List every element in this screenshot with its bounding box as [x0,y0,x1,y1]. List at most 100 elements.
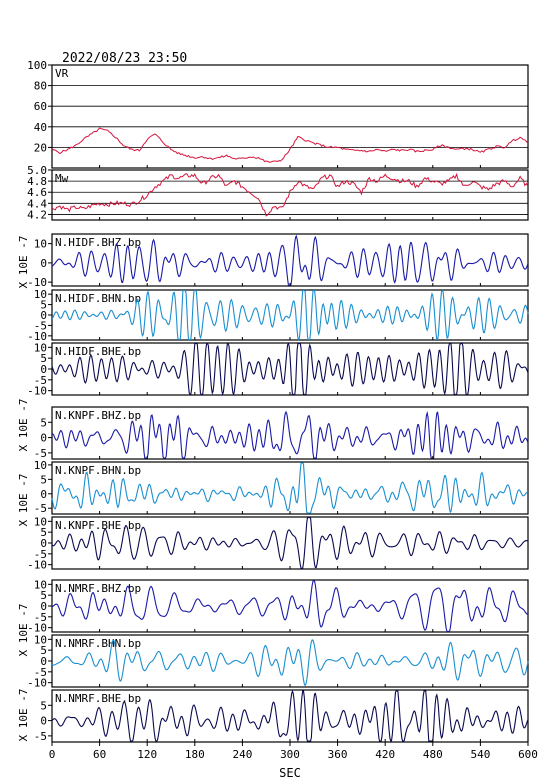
y-tick-label: 80 [34,80,47,93]
x-tick-label: 600 [518,748,538,761]
waveform-line [51,579,529,632]
panel-frame [51,64,529,169]
panel-label: N.HIDF.BHE.bp [55,345,141,358]
y-tick-label: -5 [34,319,47,332]
y-tick-label: 0 [40,363,47,376]
series-line [51,172,529,217]
y-tick-label: -10 [27,276,47,289]
panel-label: N.HIDF.BHN.bp [55,292,141,305]
y-tick-label: -5 [34,502,47,515]
y-tick-label: 5 [40,589,47,602]
y-tick-label: 5 [40,699,47,712]
series-line [51,127,529,163]
x-tick-label: 300 [280,748,300,761]
y-tick-label: 10 [34,341,47,354]
y-tick-label: 0 [40,537,47,550]
y-tick-label: 0 [40,715,47,728]
panel-label: N.NMRF.BHN.bp [55,637,141,650]
y-tick-label: 10 [34,578,47,591]
panel-label: N.NMRF.BHZ.bp [55,582,141,595]
y-axis-unit-labels: X 10E -7 X 10E -7 X 10E -7 X 10E -7 X 10E -7 [17,236,30,742]
y-tick-label: 5 [40,416,47,429]
x-tick-label: 60 [93,748,106,761]
y-tick-label: 10 [34,633,47,646]
x-tick-label: 120 [137,748,157,761]
y-tick-label: 0 [40,257,47,270]
y-tick-label: 0 [40,432,47,445]
y-tick-label: 4.4 [27,197,47,210]
y-tick-label: -10 [27,622,47,635]
x-axis: 0 60 120 180 240 300 360 420 480 540 600 [49,742,538,761]
y-tick-label: 4.2 [27,208,47,221]
waveform-line [51,639,529,687]
panel-n-hidf-bhz-bp: -10 0 10 N.HIDF.BHZ.bp [27,233,529,289]
panel-label: N.KNPF.BHZ.bp [55,409,141,422]
panel-mw: 4.24.44.64.85.0 Mw [27,164,529,221]
x-tick-label: 0 [49,748,56,761]
y-tick-label: 5 [40,526,47,539]
panel-frame [51,169,529,221]
y-tick-label: 5.0 [27,164,47,177]
y-tick-label: -10 [27,677,47,690]
x-axis-label: SEC [279,766,301,780]
panel-n-knpf-bhz-bp: -5 0 5 N.KNPF.BHZ.bp [34,406,529,460]
y-tick-label: 5 [40,644,47,657]
y-tick-label: 60 [34,100,47,113]
x-tick-label: 540 [470,748,490,761]
panel-label: N.KNPF.BHE.bp [55,519,141,532]
x-tick-label: 240 [232,748,252,761]
y-axis-unit-label: X 10E -7 [17,604,30,657]
y-tick-label: 0 [40,600,47,613]
y-tick-label: 5 [40,473,47,486]
y-tick-label: -5 [34,447,47,460]
x-tick-label: 360 [328,748,348,761]
y-tick-label: 10 [34,288,47,301]
y-tick-label: -5 [34,730,47,743]
y-tick-label: 40 [34,121,47,134]
y-tick-label: 20 [34,141,47,154]
panel-label: N.NMRF.BHE.bp [55,692,141,705]
y-axis-unit-label: X 10E -7 [17,689,30,742]
y-tick-label: 0 [40,488,47,501]
y-tick-label: -10 [27,559,47,572]
y-axis-unit-label: X 10E -7 [17,399,30,452]
y-tick-label: 100 [27,59,47,72]
y-tick-label: -5 [34,374,47,387]
y-tick-label: -10 [27,385,47,398]
y-tick-label: 10 [34,238,47,251]
waveform-line [51,517,529,569]
figure-title: 2022/08/23 23:50 [62,51,187,66]
y-tick-label: 5 [40,352,47,365]
y-tick-label: -10 [27,330,47,343]
panel-n-nmrf-bhe-bp: -5 0 5 N.NMRF.BHE.bp [34,689,529,743]
y-tick-label: 0 [40,309,47,322]
y-tick-label: 10 [34,459,47,472]
panel-label: Mw [55,172,69,185]
panel-label: VR [55,67,69,80]
x-tick-label: 180 [185,748,205,761]
waveform-line [51,689,529,743]
y-axis-unit-label: X 10E -7 [17,236,30,289]
waveform-line [51,289,529,341]
waveform-line [51,462,529,514]
y-tick-label: 5 [40,299,47,312]
y-tick-label: -5 [34,611,47,624]
panel-n-knpf-bhn-bp: -50 510 N.KNPF.BHN.bp [34,459,529,515]
panel-label: N.HIDF.BHZ.bp [55,236,141,249]
x-tick-label: 420 [375,748,395,761]
x-tick-label: 480 [423,748,443,761]
y-tick-label: 4.8 [27,175,47,188]
waveform-line [51,410,529,459]
y-tick-label: 4.6 [27,186,47,199]
panel-vr: 20 40 60 80 100 VR [27,59,529,169]
y-tick-label: 10 [34,515,47,528]
y-axis-unit-label: X 10E -7 [17,474,30,527]
y-tick-label: -5 [34,666,47,679]
